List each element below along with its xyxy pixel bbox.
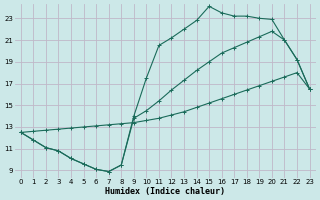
- X-axis label: Humidex (Indice chaleur): Humidex (Indice chaleur): [105, 187, 225, 196]
